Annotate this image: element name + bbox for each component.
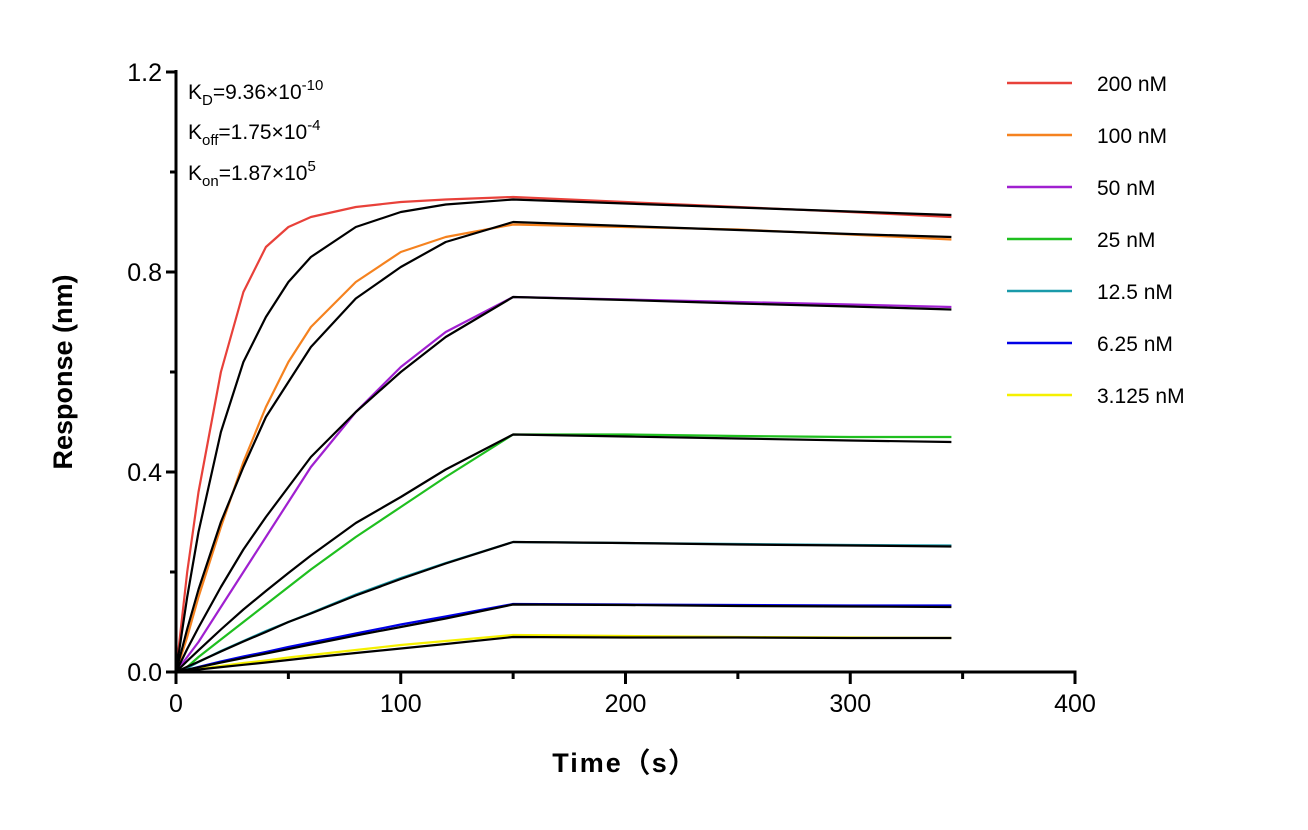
fit-line-25-nM [175, 433, 952, 673]
plot-area [174, 195, 952, 674]
legend-label: 200 nM [1097, 73, 1167, 96]
y-tick-label: 0.0 [127, 659, 162, 687]
legend-label: 25 nM [1097, 229, 1155, 252]
legend-label: 50 nM [1097, 177, 1155, 200]
kinetic-constants: KD=9.36×10-10 Koff=1.75×10-4 Kon=1.87×10… [188, 77, 323, 190]
legend-item: 100 nM [1007, 125, 1167, 148]
fit-line-200-nM [174, 198, 952, 673]
fit-line-50-nM [175, 295, 952, 673]
legend-item: 6.25 nM [1007, 333, 1173, 356]
legend-item: 50 nM [1007, 177, 1155, 200]
legend-item: 3.125 nM [1007, 385, 1185, 408]
legend-label: 100 nM [1097, 125, 1167, 148]
koff-annotation: Koff=1.75×10-4 [188, 117, 321, 149]
x-tick-label: 100 [380, 690, 422, 718]
x-axis-label: Time（s） [552, 748, 698, 778]
y-axis-label: Response (nm) [48, 274, 78, 469]
fit-line-3.125-nM [175, 635, 952, 674]
x-tick-label: 0 [169, 690, 183, 718]
x-tick-label: 200 [605, 690, 647, 718]
fit-line-12.5-nM [175, 540, 952, 673]
raw-line-50-nM [175, 295, 952, 673]
legend-item: 25 nM [1007, 229, 1155, 252]
x-tick-label: 300 [829, 690, 871, 718]
legend: 200 nM 100 nM 50 nM 25 nM 12.5 nM 6.25 nM 3.12… [1007, 73, 1185, 408]
legend-label: 3.125 nM [1097, 385, 1185, 408]
fit-line-100-nM [174, 220, 952, 673]
raw-line-25-nM [175, 433, 952, 674]
legend-label: 12.5 nM [1097, 281, 1173, 304]
kon-annotation: Kon=1.87×105 [188, 158, 316, 190]
kd-annotation: KD=9.36×10-10 [188, 77, 323, 109]
legend-item: 12.5 nM [1007, 281, 1173, 304]
y-tick-label: 0.8 [127, 259, 162, 287]
legend-item: 200 nM [1007, 73, 1167, 96]
y-tick-label: 1.2 [127, 59, 162, 87]
fit-line-6.25-nM [175, 603, 952, 674]
y-tick-label: 0.4 [127, 459, 162, 487]
legend-label: 6.25 nM [1097, 333, 1173, 356]
x-tick-label: 400 [1054, 690, 1096, 718]
axes: 0.0 0.4 0.8 1.2 0 100 200 300 400 [127, 59, 1096, 718]
raw-line-3.125-nM [175, 633, 952, 674]
